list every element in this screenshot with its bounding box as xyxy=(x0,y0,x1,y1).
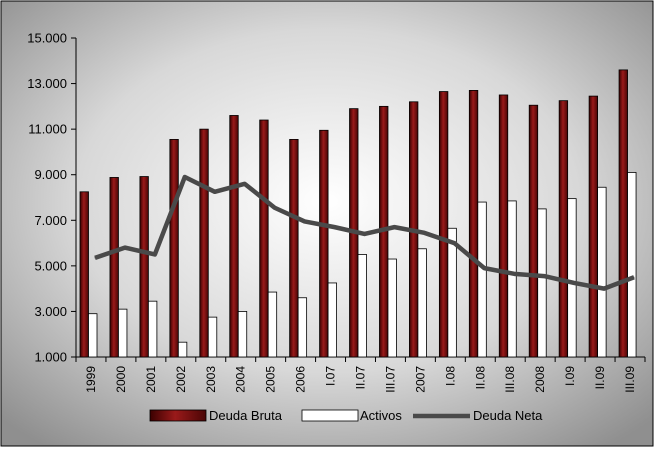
point-deuda-neta xyxy=(184,176,186,178)
point-deuda-neta xyxy=(603,288,605,290)
bar-activos xyxy=(627,172,637,358)
point-deuda-neta xyxy=(423,232,425,234)
bar-deuda-bruta xyxy=(259,119,269,358)
point-deuda-neta xyxy=(304,220,306,222)
bar-activos xyxy=(417,248,427,358)
point-deuda-neta xyxy=(334,226,336,228)
y-tick-label: 13.000 xyxy=(27,76,67,91)
bar-deuda-bruta xyxy=(289,138,299,358)
x-tick-label: 2007 xyxy=(413,366,427,393)
bar-activos xyxy=(118,308,128,358)
y-tick-label: 7.000 xyxy=(34,213,67,228)
bar-deuda-bruta xyxy=(468,90,479,358)
bar-deuda-bruta xyxy=(558,100,569,358)
point-deuda-neta xyxy=(124,247,126,249)
y-tick-label: 5.000 xyxy=(34,258,67,273)
bar-deuda-bruta xyxy=(79,191,89,358)
point-deuda-neta xyxy=(543,275,545,277)
y-tick-label: 11.000 xyxy=(28,122,67,137)
bar-deuda-bruta xyxy=(498,94,509,358)
x-tick-label: I.08 xyxy=(443,366,457,386)
x-tick-label: II.08 xyxy=(473,366,487,390)
point-deuda-neta xyxy=(94,257,96,259)
bar-activos xyxy=(237,311,248,358)
legend-swatch-deuda-bruta xyxy=(149,409,207,422)
bar-activos xyxy=(357,254,367,358)
x-tick-label: I.07 xyxy=(324,366,338,386)
point-deuda-neta xyxy=(513,273,515,275)
x-tick-label: 2000 xyxy=(114,366,128,393)
point-deuda-neta xyxy=(364,233,365,235)
x-tick-label: II.07 xyxy=(354,366,368,390)
point-deuda-neta xyxy=(453,242,455,244)
bar-activos xyxy=(267,291,278,358)
x-tick-label: III.08 xyxy=(503,366,517,393)
point-deuda-neta xyxy=(393,226,395,228)
point-deuda-neta xyxy=(633,276,635,278)
bar-activos xyxy=(177,341,188,358)
bar-deuda-bruta xyxy=(618,69,628,358)
bar-activos xyxy=(327,282,337,358)
legend-swatch-activos xyxy=(301,409,359,422)
x-tick-label: III.09 xyxy=(623,366,637,393)
bar-activos xyxy=(567,198,577,358)
bar-activos xyxy=(207,316,218,358)
bar-deuda-bruta xyxy=(139,176,149,358)
bar-activos xyxy=(387,258,397,358)
x-tick-label: 2004 xyxy=(234,366,248,393)
legend-label-deuda-neta: Deuda Neta xyxy=(473,408,543,423)
x-tick-label: 2002 xyxy=(174,366,188,393)
y-tick-label: 9.000 xyxy=(34,167,67,182)
bar-activos xyxy=(597,186,607,358)
bar-deuda-bruta xyxy=(199,128,209,358)
bar-activos xyxy=(297,297,308,358)
point-deuda-neta xyxy=(214,191,216,193)
legend-label-deuda-bruta: Deuda Bruta xyxy=(209,408,283,423)
point-deuda-neta xyxy=(154,253,156,255)
point-deuda-neta xyxy=(244,183,246,185)
x-tick-label: I.09 xyxy=(563,366,577,386)
bar-deuda-bruta xyxy=(169,138,179,358)
bar-activos xyxy=(88,313,98,358)
bar-activos xyxy=(477,201,487,358)
x-tick-label: 2001 xyxy=(144,366,158,393)
bar-deuda-bruta xyxy=(438,91,449,358)
bar-deuda-bruta xyxy=(528,104,539,358)
bar-deuda-bruta xyxy=(588,95,599,358)
legend-label-activos: Activos xyxy=(360,408,402,423)
bar-activos xyxy=(537,208,547,358)
bar-activos xyxy=(507,200,517,358)
bar-activos xyxy=(147,300,158,358)
legend: Deuda Bruta Activos Deuda Neta xyxy=(149,408,543,423)
y-tick-label: 15.000 xyxy=(27,31,67,46)
bar-deuda-bruta xyxy=(109,177,119,358)
x-tick-label: 1999 xyxy=(84,366,98,393)
x-tick-label: III.07 xyxy=(383,366,397,393)
x-tick-label: 2003 xyxy=(204,366,218,393)
bar-deuda-bruta xyxy=(319,129,329,358)
y-tick-label: 1.000 xyxy=(34,350,67,365)
y-tick-label: 3.000 xyxy=(34,304,67,319)
bar-deuda-bruta xyxy=(229,115,239,358)
bar-activos xyxy=(447,227,457,358)
point-deuda-neta xyxy=(483,267,485,269)
point-deuda-neta xyxy=(274,207,276,209)
x-tick-label: II.09 xyxy=(593,366,607,390)
x-tick-label: 2006 xyxy=(294,366,308,393)
x-tick-label: 2008 xyxy=(533,366,547,393)
x-tick-label: 2005 xyxy=(264,366,278,393)
point-deuda-neta xyxy=(573,282,575,284)
